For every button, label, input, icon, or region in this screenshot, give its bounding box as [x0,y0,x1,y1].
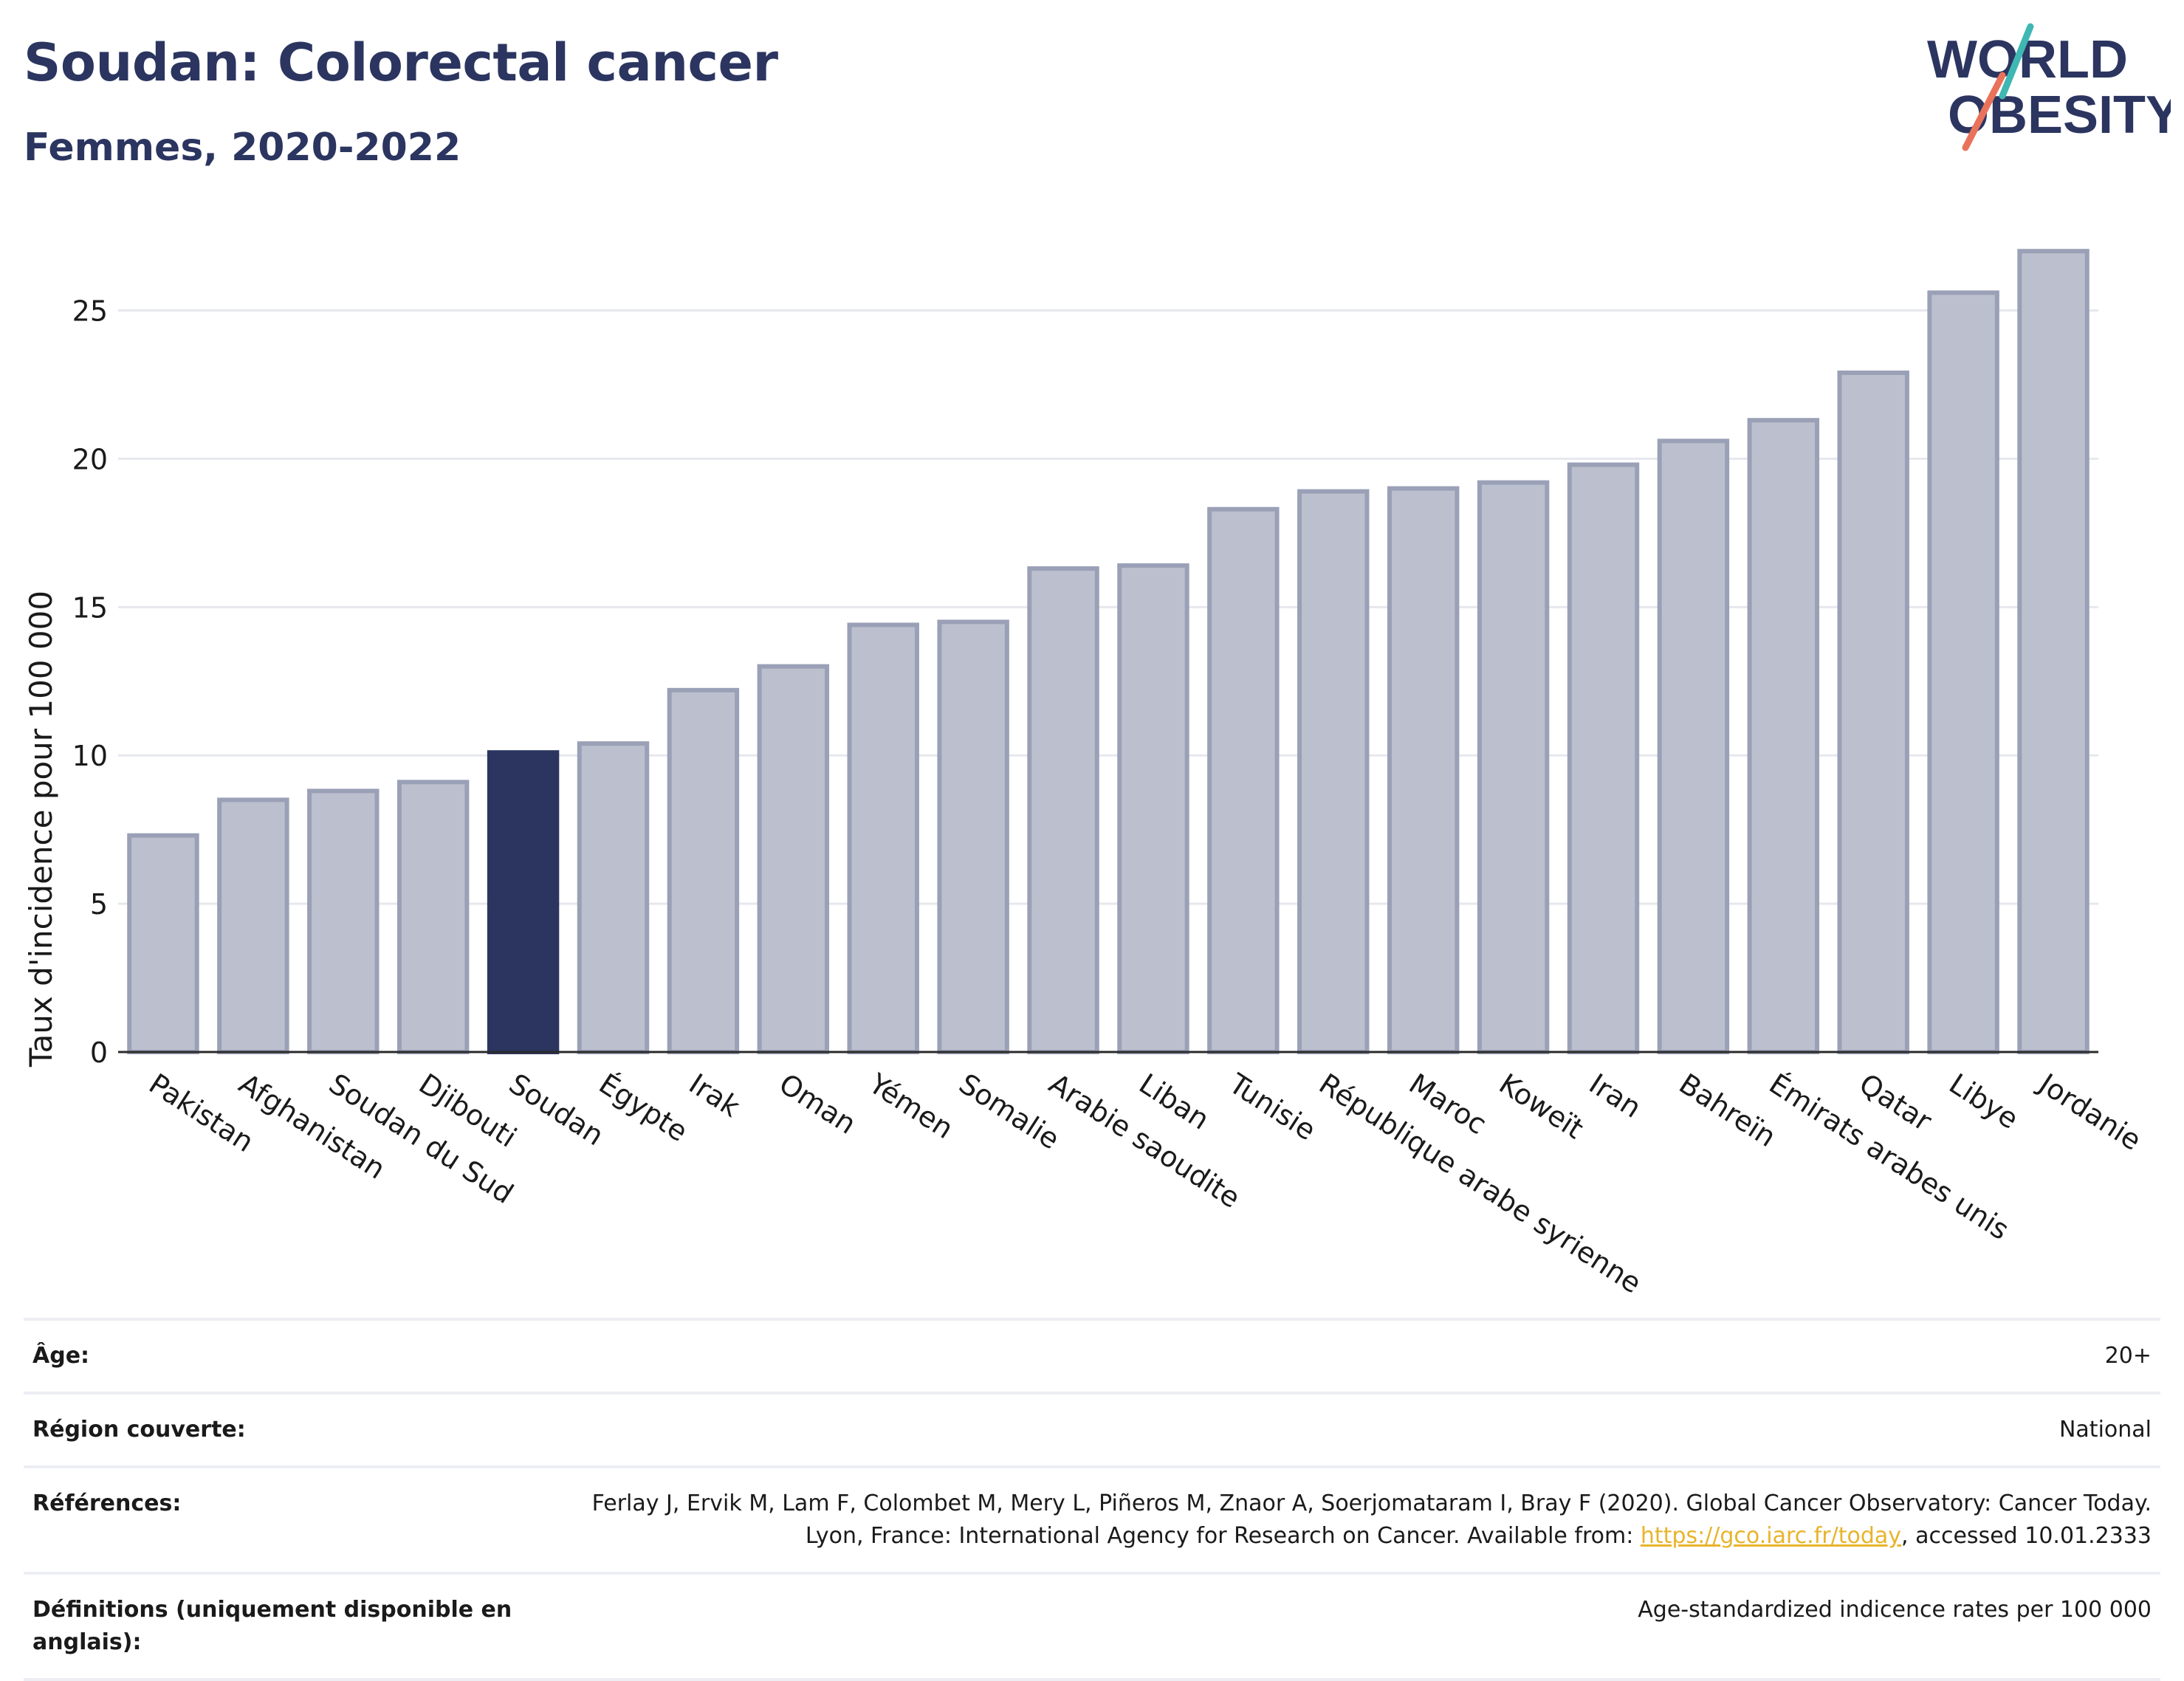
references-link[interactable]: https://gco.iarc.fr/today [1640,1523,1902,1549]
meta-value-age: 20+ [2104,1343,2152,1369]
x-tick-label: Koweït [1494,1068,1590,1146]
y-tick-label: 15 [72,591,108,624]
x-tick-label: Bahreïn [1674,1068,1782,1154]
meta-value-definitions: Age-standardized indicence rates per 100… [1638,1597,2152,1623]
meta-row-references: Références: Ferlay J, Ervik M, Lam F, Co… [24,1465,2160,1572]
x-tick-label: Tunisie [1223,1067,1322,1147]
meta-row-age: Âge: 20+ [24,1318,2160,1392]
y-tick-label: 25 [72,295,108,328]
bar-tunisie [1207,506,1280,1055]
y-tick-label: 10 [72,740,108,772]
bar-soudan-du-sud [307,788,380,1055]
x-tick-label: Libye [1943,1068,2024,1135]
x-tick-label: Jordanie [2032,1067,2147,1157]
meta-label-region: Région couverte: [32,1417,246,1443]
bar-maroc [1387,486,1460,1055]
meta-value-references: Ferlay J, Ervik M, Lam F, Colombet M, Me… [564,1488,2152,1553]
y-tick-label: 5 [90,888,108,921]
bar-république-arabe-syrienne [1297,489,1370,1054]
chart-title: Soudan: Colorectal cancer [24,32,778,93]
references-accessed: , accessed 10.01.2333 [1901,1523,2152,1549]
bar-afghanistan [217,797,289,1054]
bar-bahreïn [1657,439,1730,1055]
y-tick-label: 0 [90,1037,108,1069]
bar-iran [1567,462,1640,1054]
bar-arabie-saoudite [1027,566,1099,1054]
bar-yémen [847,622,919,1054]
bar-émirats-arabes-unis [1747,418,1820,1055]
world-obesity-logo: WORLD OBESITY [1927,23,2171,151]
references-text: Ferlay J, Ervik M, Lam F, Colombet M, Me… [591,1491,2152,1549]
bar-pakistan [127,833,199,1054]
bar-liban [1117,563,1189,1055]
meta-row-region: Région couverte: National [24,1392,2160,1465]
x-tick-label: Soudan [504,1068,610,1152]
x-tick-label: Irak [684,1068,746,1124]
bar-qatar [1837,370,1909,1055]
bar-jordanie [2017,249,2089,1054]
bar-koweït [1477,480,1550,1055]
meta-label-age: Âge: [32,1343,90,1369]
x-tick-label: Oman [773,1068,862,1141]
logo-slash-teal [1999,23,2034,100]
bar-djibouti [396,780,470,1054]
bar-irak [667,687,740,1054]
y-axis-title: Taux d'incidence pour 100 000 [23,591,59,1068]
bar-soudan [487,750,560,1054]
bar-somalie [937,619,1009,1054]
bar-oman [757,664,830,1054]
logo-slash-coral [1962,72,2006,151]
bar-égypte [577,741,650,1055]
x-tick-label: Yémen [862,1067,959,1145]
meta-label-references: Références: [32,1491,182,1516]
metadata-table: Âge: 20+ Région couverte: National Référ… [24,1318,2160,1681]
y-tick-label: 20 [72,443,108,475]
chart-subtitle: Femmes, 2020-2022 [24,126,461,170]
x-tick-label: Somalie [953,1068,1065,1156]
meta-value-region: National [2058,1417,2152,1443]
bar-libye [1927,290,1999,1054]
x-tick-label: Égypte [594,1068,694,1148]
x-tick-label: Iran [1584,1068,1647,1124]
meta-label-definitions: Définitions (uniquement disponible en an… [32,1597,512,1655]
